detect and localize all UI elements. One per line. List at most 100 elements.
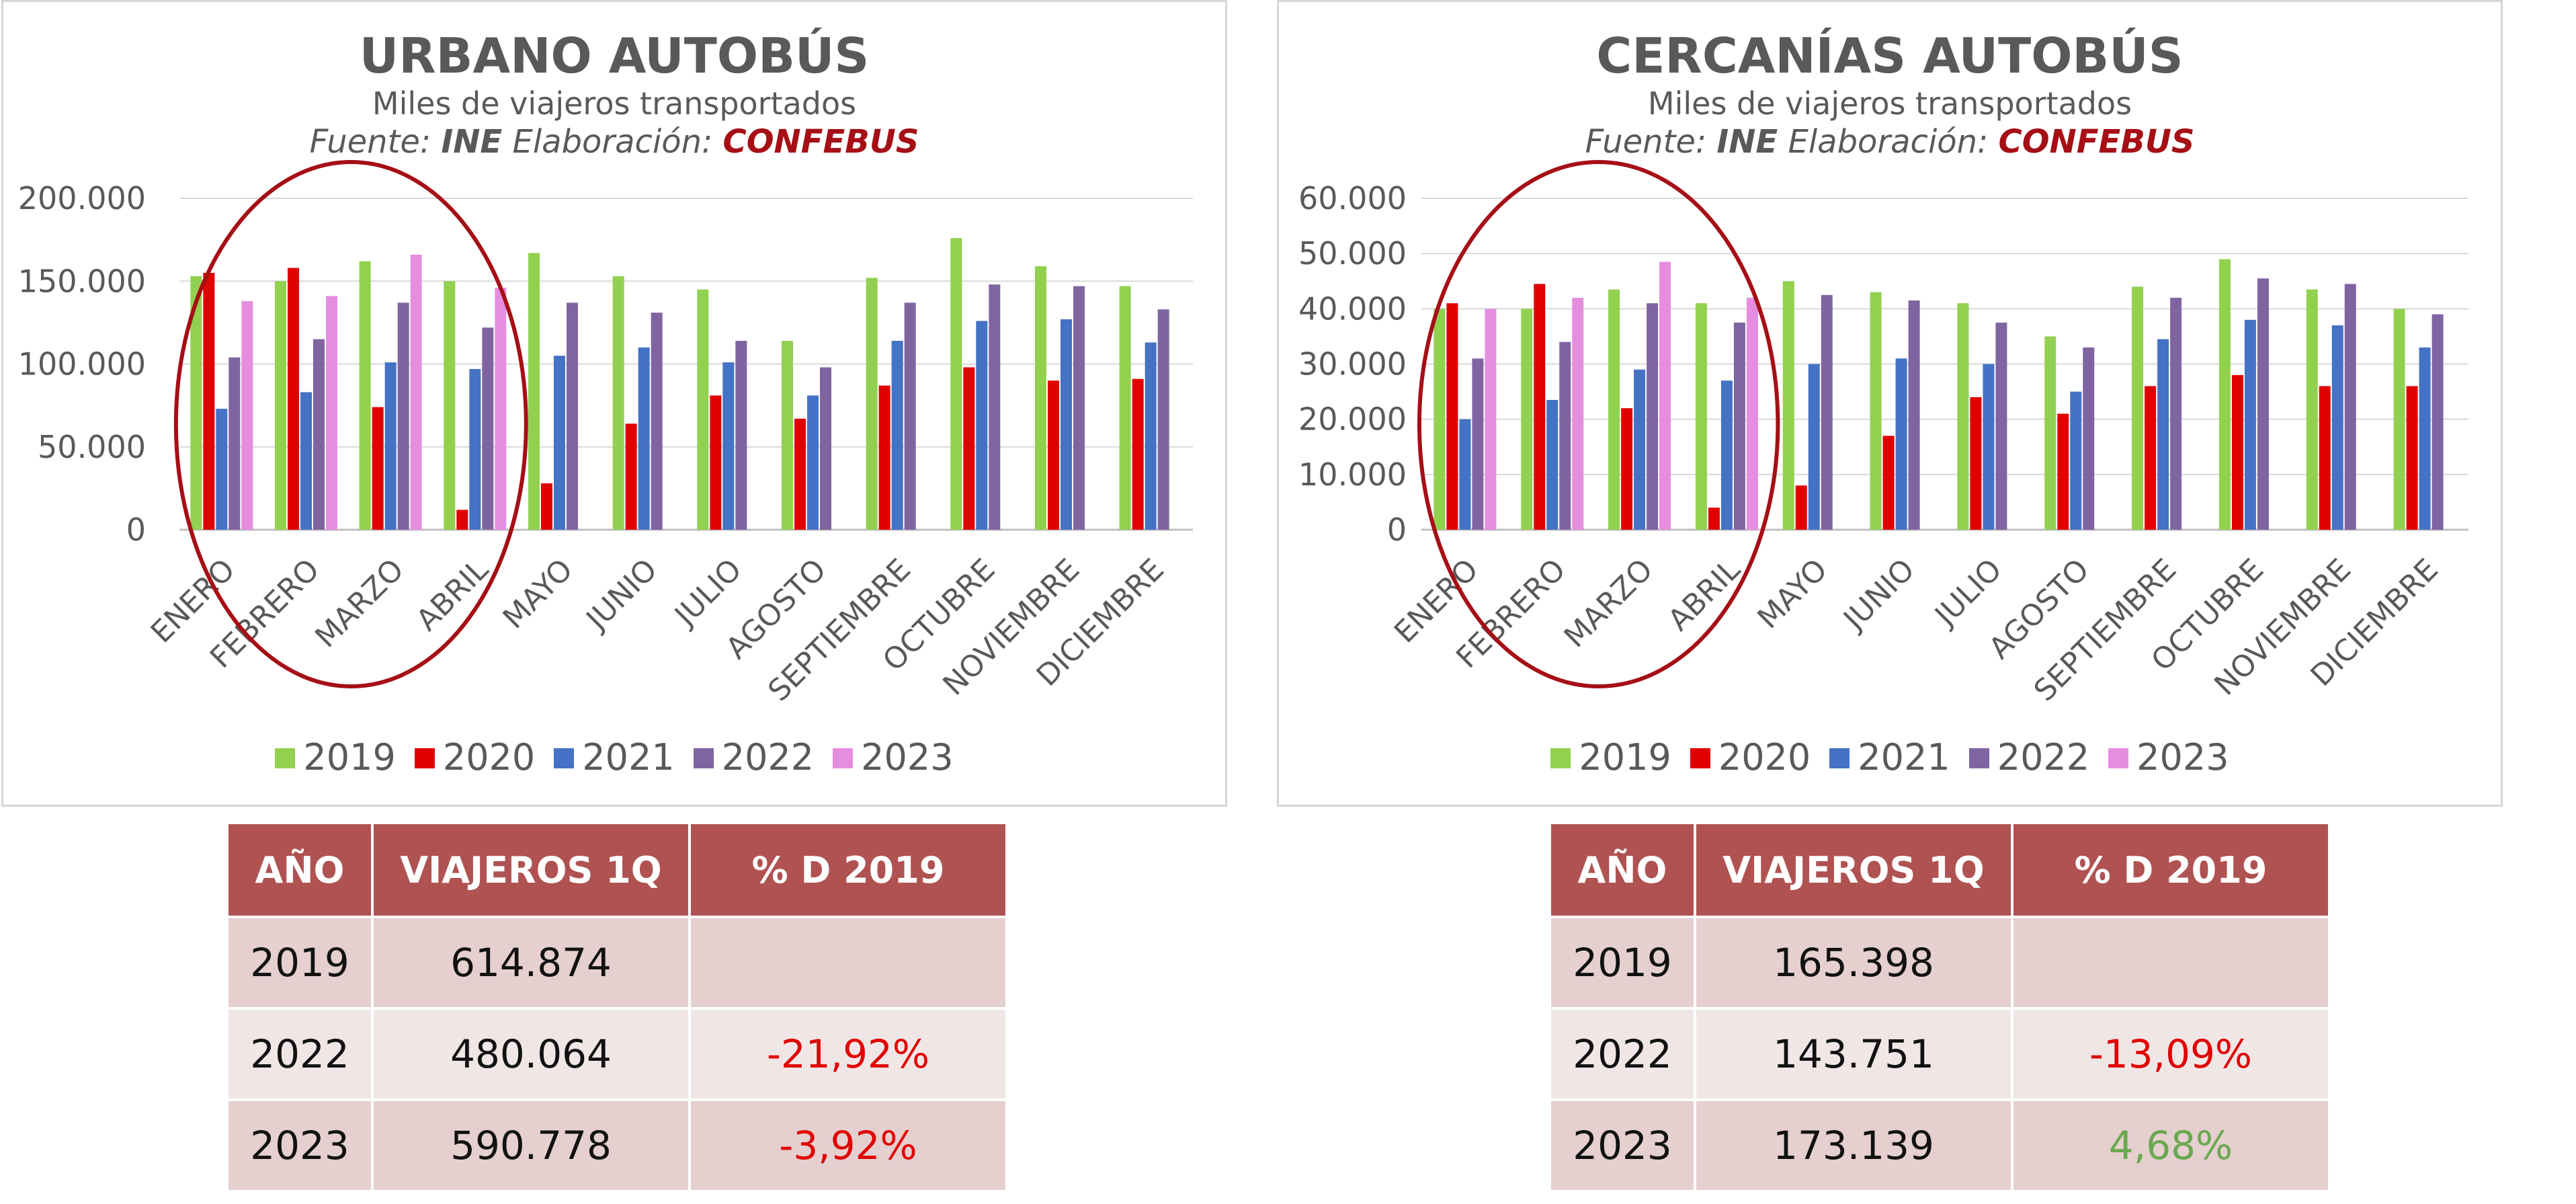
- elaboration-brand: CONFEBUS: [722, 123, 919, 161]
- source-value: INE: [441, 123, 503, 161]
- cell-pct: [2011, 916, 2331, 1010]
- bar-2022: [482, 327, 494, 530]
- bar-2022: [313, 339, 325, 530]
- bar-2020: [794, 418, 806, 530]
- bar-2020: [456, 510, 468, 530]
- header-travelers: VIAJEROS 1Q: [1694, 821, 2013, 918]
- legend-swatch: [1690, 748, 1710, 768]
- bar-2021: [1061, 319, 1072, 530]
- bar-2021: [2331, 325, 2343, 530]
- bar-2020: [2319, 386, 2331, 530]
- bar-2020: [1534, 284, 1546, 530]
- cell-year: 2023: [226, 1098, 374, 1193]
- legend-swatch: [554, 748, 575, 768]
- bar-2023: [410, 254, 422, 530]
- bar-2021: [2244, 319, 2256, 530]
- bar-2021: [216, 409, 228, 530]
- legend-swatch: [1829, 748, 1850, 768]
- bar-2022: [1821, 294, 1833, 530]
- bar-2020: [1132, 378, 1144, 530]
- header-pct: % D 2019: [688, 821, 1008, 918]
- bar-2022: [1559, 342, 1571, 530]
- bar-2022: [1647, 303, 1659, 530]
- cell-travelers: 143.751: [1694, 1007, 2013, 1101]
- bar-2023: [1659, 262, 1671, 530]
- bar-2023: [326, 296, 337, 530]
- bar-2023: [1485, 309, 1497, 530]
- bar-2023: [1746, 297, 1758, 530]
- legend-label: 2022: [721, 736, 815, 778]
- bar-2021: [554, 356, 565, 530]
- x-tick-label: JUNIO: [1836, 553, 1921, 638]
- bar-2020: [372, 407, 384, 530]
- legend-swatch: [1968, 748, 1989, 768]
- legend-label: 2019: [303, 736, 396, 778]
- x-tick-label: MARZO: [1558, 553, 1660, 655]
- bar-2020: [288, 268, 299, 530]
- chart-source: Fuente: INE Elaboración: CONFEBUS: [3, 123, 1225, 161]
- y-tick-label: 10.000: [1298, 456, 1407, 493]
- bar-2020: [541, 483, 552, 530]
- y-tick-label: 20.000: [1298, 401, 1407, 438]
- bar-2019: [1870, 292, 1882, 530]
- x-tick-label: JULIO: [1927, 553, 2009, 634]
- y-tick-label: 50.000: [38, 429, 146, 465]
- legend-item-2022: 2022: [693, 736, 815, 778]
- elaboration-brand: CONFEBUS: [1998, 123, 2195, 161]
- cell-travelers: 480.064: [371, 1007, 691, 1101]
- cell-travelers: 173.139: [1694, 1098, 2013, 1193]
- bar-2022: [567, 303, 578, 530]
- urbano-chart-panel: 0 50.000 100.000 150.000 200.000 ENERO FEBRERO…: [1, 0, 1227, 807]
- legend-item-2019: 2019: [275, 736, 396, 778]
- highlight-ellipse: [1417, 160, 1780, 688]
- bar-2023: [495, 288, 507, 530]
- bar-2019: [1957, 303, 1969, 530]
- bar-2022: [1908, 300, 1920, 530]
- table-row: 2022 143.751 -13,09%: [1548, 1007, 2331, 1101]
- bar-2020: [203, 272, 215, 530]
- y-tick-label: 0: [1387, 512, 1407, 548]
- bar-2022: [1157, 309, 1169, 530]
- bar-2020: [1708, 508, 1720, 530]
- bar-2021: [300, 392, 312, 530]
- cell-year: 2022: [1548, 1007, 1696, 1101]
- bar-2019: [782, 340, 793, 530]
- x-tick-label: JULIO: [667, 553, 748, 634]
- legend-label: 2022: [1997, 736, 2090, 778]
- cell-travelers: 165.398: [1694, 916, 2013, 1010]
- bar-2021: [1808, 364, 1820, 530]
- legend-label: 2023: [861, 736, 954, 778]
- bar-2019: [444, 281, 456, 530]
- chart-legend: 2019 2020 2021 2022 2023: [1279, 736, 2501, 778]
- cell-travelers: 614.874: [371, 916, 691, 1010]
- legend-label: 2021: [582, 736, 675, 778]
- bar-2022: [651, 313, 663, 530]
- cell-pct: -21,92%: [688, 1007, 1008, 1101]
- bar-2019: [866, 278, 878, 530]
- table-row: 2022 480.064 -21,92%: [226, 1007, 1008, 1101]
- table-row: 2019 165.398: [1548, 916, 2331, 1010]
- bar-2019: [1782, 281, 1794, 530]
- y-tick-label: 40.000: [1298, 290, 1407, 327]
- legend-item-2019: 2019: [1550, 736, 1671, 778]
- y-tick-label: 150.000: [18, 263, 146, 299]
- chart-source: Fuente: INE Elaboración: CONFEBUS: [1279, 123, 2501, 161]
- x-tick-label: MARZO: [308, 553, 411, 655]
- bar-2022: [2432, 314, 2444, 530]
- legend-item-2020: 2020: [414, 736, 536, 778]
- legend-label: 2020: [442, 736, 536, 778]
- bar-2021: [1720, 380, 1733, 530]
- chart-subtitle: Miles de viajeros transportados: [372, 85, 857, 122]
- bar-2021: [469, 368, 481, 530]
- legend-item-2020: 2020: [1690, 736, 1811, 778]
- bar-2021: [1983, 364, 1995, 530]
- cell-pct: 4,68%: [2011, 1098, 2331, 1193]
- bar-2020: [963, 367, 975, 530]
- bar-2021: [1145, 342, 1157, 530]
- x-tick-label: JUNIO: [579, 553, 664, 638]
- cercanias-bar-chart: 010.00020.00030.00040.00050.00060.000ENE…: [1298, 160, 2468, 708]
- bar-2021: [891, 340, 903, 530]
- bar-2019: [275, 281, 286, 530]
- bar-2022: [820, 367, 831, 530]
- bar-2019: [1608, 289, 1620, 530]
